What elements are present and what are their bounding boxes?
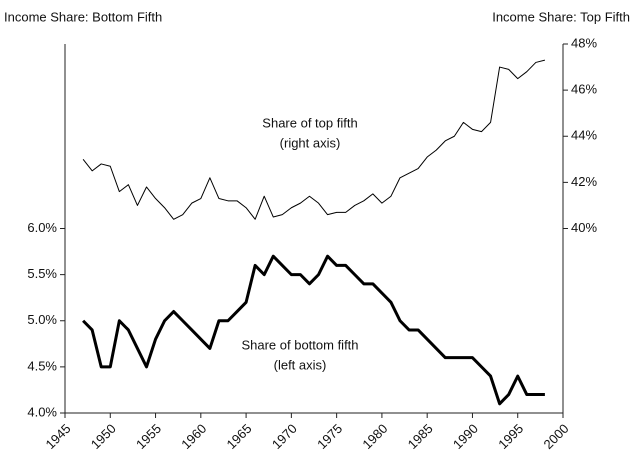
annotation: Share of bottom fifth [241,337,358,352]
series-line [82,59,546,220]
x-tick-label: 1965 [224,421,255,452]
x-tick-label: 1955 [133,421,164,452]
annotation: Share of top fifth [262,115,357,130]
x-tick-label: 1975 [314,421,345,452]
x-tick-label: 1950 [88,421,119,452]
y-tick-label: 4.5% [27,358,57,373]
x-tick-label: 1995 [495,421,526,452]
y2-tick-label: 40% [571,220,597,235]
y-tick-label: 5.0% [27,312,57,327]
x-tick-label: 1990 [450,421,481,452]
y-tick-label: 4.0% [27,404,57,419]
y-axis-title: Income Share: Bottom Fifth [4,9,162,24]
y2-tick-label: 46% [571,82,597,97]
y2-axis-title: Income Share: Top Fifth [492,9,630,24]
x-tick-label: 1970 [269,421,300,452]
x-tick-label: 1945 [42,421,73,452]
x-tick-label: 2000 [540,421,571,452]
annotation: (right axis) [280,135,341,150]
annotation: (left axis) [274,357,327,372]
series-line [82,254,545,406]
y2-tick-label: 42% [571,174,597,189]
y2-tick-label: 48% [571,35,597,50]
y-tick-label: 6.0% [27,220,57,235]
y2-tick-label: 44% [571,128,597,143]
x-tick-label: 1960 [178,421,209,452]
y-tick-label: 5.5% [27,266,57,281]
x-tick-label: 1980 [359,421,390,452]
x-tick-label: 1985 [405,421,436,452]
